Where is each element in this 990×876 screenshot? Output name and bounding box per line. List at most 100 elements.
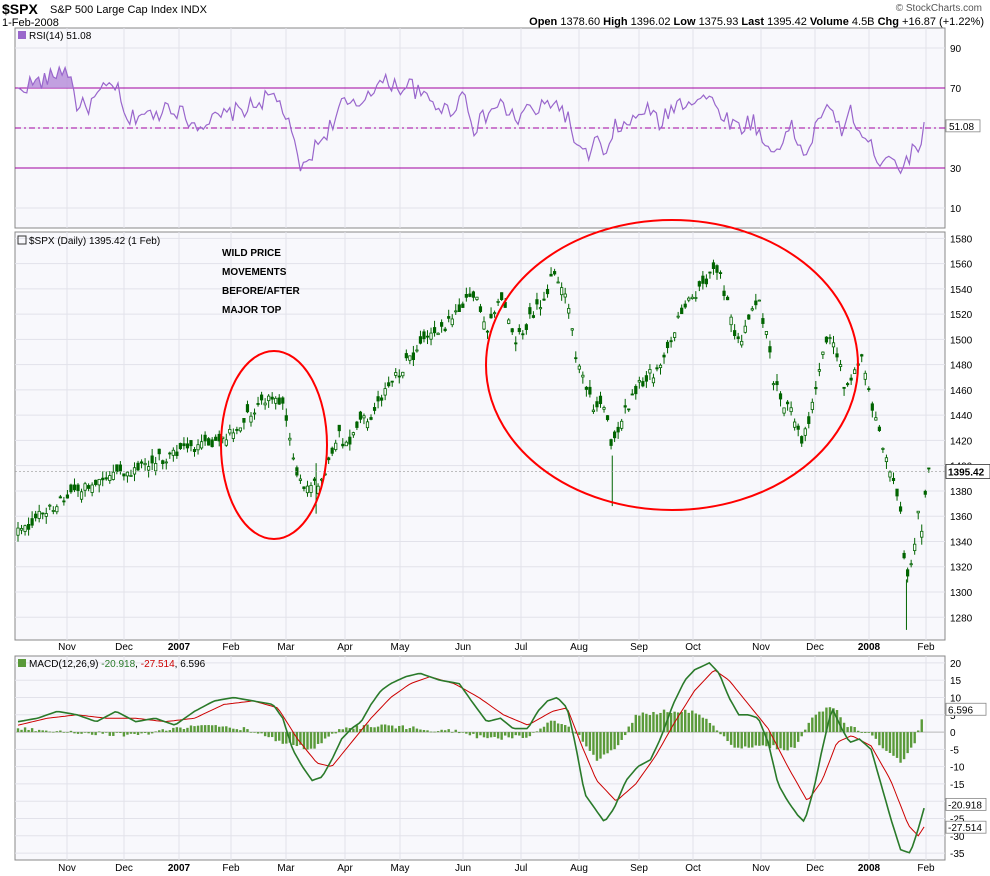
histogram-bar [175,727,179,733]
histogram-bar [825,707,828,733]
histogram-bar [334,732,337,734]
candle-body [436,332,440,336]
macd-legend: MACD(12,26,9) -20.918, -27.514, 6.596 [29,659,206,670]
x-year-label: 2008 [858,863,881,874]
candle-body [853,369,857,374]
candle-body [408,355,412,361]
candle-body [542,298,546,301]
candle-body [733,330,737,337]
histogram-bar [864,732,867,733]
histogram-bar [422,729,426,733]
histogram-bar [373,727,376,733]
annotation-ellipse-small [220,350,328,540]
candle-body [351,432,355,436]
x-month-label: Mar [277,642,295,653]
histogram-bar [228,727,232,733]
annotation-ellipse-large [485,219,859,511]
candle-body [478,306,483,312]
histogram-bar [387,725,390,733]
histogram-bar [659,712,662,733]
price-tick-label: 1340 [950,537,973,548]
histogram-bar [871,732,874,736]
macd-legend-part: -27.514 [141,659,175,670]
candle-body [372,407,377,411]
candle-body [860,354,864,357]
candle-body [157,448,161,455]
histogram-bar [599,732,602,759]
candle-body [192,449,197,452]
histogram-bar [112,732,115,736]
x-month-label: Oct [685,863,701,874]
histogram-bar [719,732,722,735]
candle-body [369,417,373,420]
histogram-bar [740,732,743,749]
candle-body [37,510,41,519]
candle-body [722,290,726,297]
candle-body [26,523,31,530]
price-tick-label: 1560 [950,260,973,271]
candle-body [673,332,677,338]
histogram-bar [835,710,839,733]
candle-body [750,308,754,311]
candle-body [867,388,871,391]
histogram-bar [366,724,369,733]
histogram-bar [842,722,846,733]
candle-body [104,477,108,480]
histogram-bar [186,727,189,733]
histogram-bar [606,732,609,754]
candle-body [305,485,310,494]
histogram-bar [221,726,224,733]
histogram-bar [751,732,754,748]
histogram-bar [556,723,560,733]
candle-body [842,386,846,389]
candle-body [55,506,59,513]
histogram-bar [472,732,475,734]
histogram-bar [90,732,94,735]
candle-body [574,357,578,360]
x-month-label: Jul [515,642,528,653]
candle-body [387,382,391,387]
candle-body [171,449,175,456]
histogram-bar [225,726,228,733]
candle-body [556,281,560,284]
candle-body [365,421,370,429]
histogram-bar [493,732,496,737]
candle-body [475,296,479,300]
candle-body [577,365,581,370]
x-month-label: Nov [752,642,770,653]
histogram-bar [316,732,320,744]
histogram-bar [715,730,719,733]
candle-body [595,401,599,408]
candle-body [256,403,260,405]
histogram-bar [567,726,570,733]
macd-tick-label: -15 [950,780,965,791]
x-month-label: Jul [515,863,528,874]
x-month-label: Oct [685,642,701,653]
macd-tick-label: -5 [950,745,959,756]
histogram-bar [299,732,302,745]
histogram-bar [126,732,129,735]
quote-strip: Open 1378.60 High 1396.02 Low 1375.93 La… [529,16,984,28]
histogram-bar [525,732,528,738]
candle-body [447,316,451,319]
histogram-bar [412,726,415,733]
brand-logo: © StockCharts.com [895,3,982,14]
histogram-bar [885,732,888,751]
candle-body [108,475,112,481]
candle-body [623,405,627,408]
histogram-bar [278,732,281,741]
candle-body [464,293,468,298]
candle-body [48,504,52,507]
candle-body [489,313,493,319]
candle-body [793,421,797,428]
histogram-bar [218,726,221,733]
histogram-bar [609,732,613,751]
price-tick-label: 1300 [950,588,973,599]
price-tick-label: 1500 [950,335,973,346]
price-tick-label: 1320 [950,563,973,574]
histogram-bar [708,722,712,733]
candle-body [531,315,536,318]
histogram-bar [814,714,818,733]
histogram-bar [16,728,20,733]
